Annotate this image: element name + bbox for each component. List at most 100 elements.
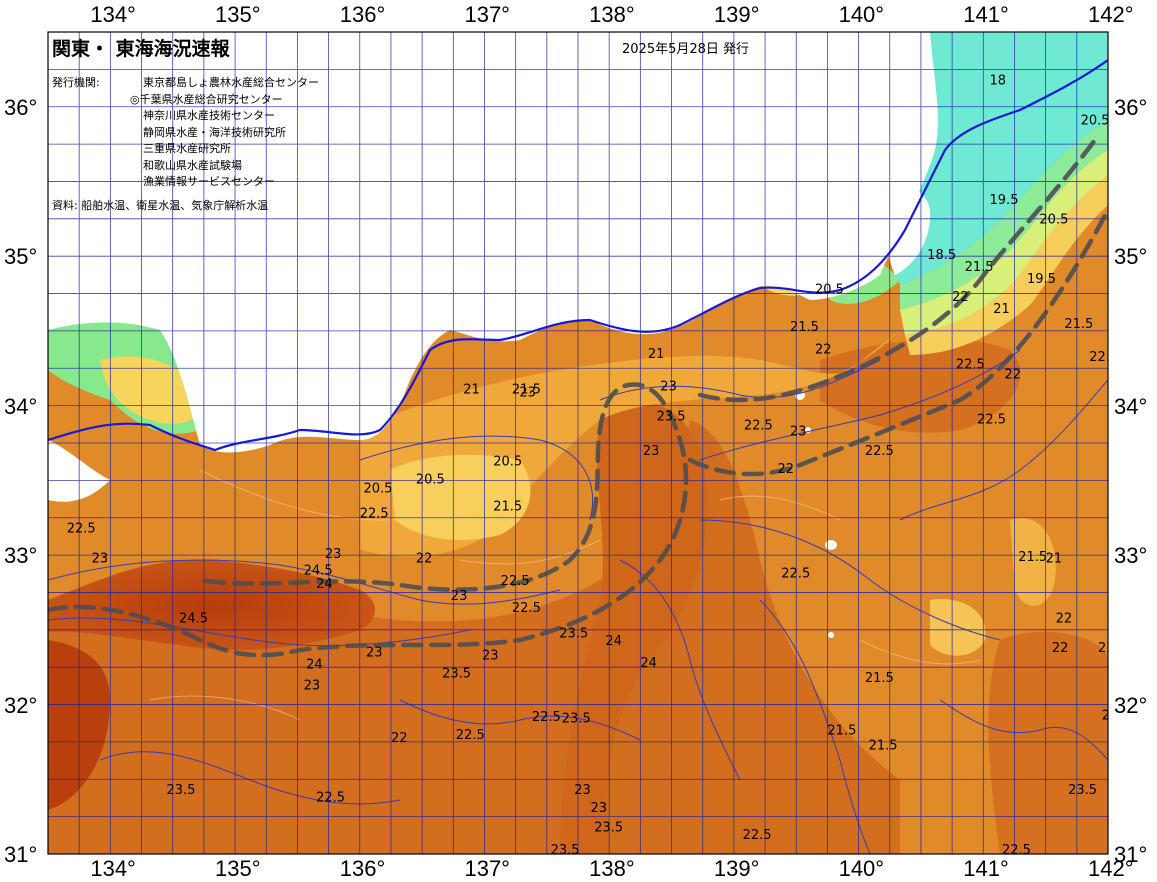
isotherm-label: 24.5 — [179, 611, 208, 626]
isotherm-label: 20.5 — [416, 472, 445, 487]
graticule — [48, 32, 1108, 854]
degree-label: 141° — [963, 2, 1009, 27]
isotherm-label: 23 — [325, 547, 342, 562]
agency-item: 和歌山県水産試験場 — [143, 158, 242, 172]
isotherm-label: 22.5 — [977, 413, 1006, 428]
isotherm-label: 24 — [306, 658, 323, 673]
isotherm-contours-fine — [149, 469, 981, 721]
isotherm-label: 22 — [416, 552, 433, 567]
agency-item: 三重県水産研究所 — [143, 142, 231, 155]
isotherm-label: 24 — [316, 577, 333, 592]
isotherm-label: 22.5 — [956, 357, 985, 372]
degree-label: 135° — [215, 2, 261, 27]
isotherm-label: 23 — [660, 380, 677, 395]
degree-label: 33° — [1114, 543, 1148, 569]
cold-water-band-2 — [900, 150, 1108, 335]
degree-label: 136° — [339, 856, 386, 881]
isotherm-label: 23.5 — [166, 873, 195, 882]
isotherm-labels: 21 21.5 23 21 23 23.5 23 22.5 23 22.5 22 20.5 20.5 20… — [67, 73, 1131, 882]
isotherm-label: 21.5 — [1018, 550, 1047, 565]
isotherm-label: 21.5 — [1064, 317, 1093, 332]
degree-label: 34° — [1114, 393, 1148, 419]
degree-label: 139° — [713, 2, 760, 27]
degree-label: 142° — [1088, 856, 1134, 881]
degree-label: 138° — [589, 2, 635, 27]
agency-item: 漁業情報サービスセンター — [143, 175, 275, 188]
cool-zone-east-strip — [1010, 518, 1056, 607]
degree-label: 138° — [589, 856, 635, 881]
isotherm-label: 22.5 — [316, 791, 345, 806]
degree-label: 33° — [4, 543, 38, 569]
degree-label: 134° — [90, 2, 136, 27]
isotherm-label: 22.5 — [743, 828, 772, 843]
isotherm-label: 23 — [574, 783, 591, 798]
agency-item: 東京都島しょ農林水産総合センター — [143, 76, 319, 89]
isotherm-label: 19.5 — [1027, 272, 1056, 287]
kuroshio-axis-south — [48, 382, 689, 658]
isotherm-label: 19.5 — [990, 193, 1019, 208]
degree-label: 135° — [215, 856, 261, 881]
isotherm-label: 23.5 — [559, 626, 588, 641]
isotherm-label: 21.5 — [865, 671, 894, 686]
degree-label: 136° — [339, 2, 386, 27]
degree-label: 31° — [4, 842, 38, 867]
isotherm-label: 22 — [1052, 641, 1069, 656]
agency-item: ◎千葉県水産総合研究センター — [130, 92, 283, 106]
isotherm-label: 22.5 — [781, 567, 810, 582]
isotherm-label: 23.5 — [551, 843, 580, 858]
isotherm-label: 21 — [993, 302, 1010, 317]
isotherm-label: 22.5 — [360, 507, 389, 522]
isotherm-label: 22.5 — [67, 522, 96, 537]
isotherm-label: 20.5 — [493, 454, 522, 469]
cool-zone-east-patch — [930, 599, 986, 656]
land-izu-island-3 — [825, 540, 837, 550]
isotherm-label: 23.5 — [657, 410, 686, 425]
cold-water-north — [893, 32, 1108, 285]
kuroshio-axis — [48, 137, 1108, 658]
agencies-label: 発行機関: — [52, 76, 100, 89]
isotherm-label: 22.5 — [456, 728, 485, 743]
isotherm-label: 20.5 — [1039, 212, 1068, 227]
isotherm-label: 22.5 — [501, 574, 530, 589]
isotherm-label: 23 — [643, 444, 660, 459]
isotherm-label: 23 — [451, 589, 468, 604]
isotherm-label: 23.5 — [442, 667, 471, 682]
isotherm-label: 23 — [590, 801, 607, 816]
isotherm-label: 18.5 — [927, 248, 956, 263]
degree-label: 36° — [1114, 94, 1148, 120]
isotherm-label: 21.5 — [869, 738, 898, 753]
agency-item: 神奈川県水産技術センター — [143, 109, 275, 122]
isotherm-label: 23 — [366, 646, 383, 661]
isotherm-label: 22.5 — [744, 419, 773, 434]
isotherm-label: 23.5 — [166, 783, 195, 798]
land-honshu — [48, 32, 938, 453]
isotherm-label: 21.5 — [827, 723, 856, 738]
degree-label: 137° — [464, 2, 510, 27]
degree-label: 134° — [90, 856, 136, 881]
warm-zone-center — [560, 403, 708, 854]
warm-zone-se — [988, 631, 1108, 854]
isotherm-label: 22 — [1004, 368, 1021, 383]
isotherm-label: 24 — [605, 634, 622, 649]
issue-date: 2025年5月28日 発行 — [622, 42, 750, 57]
degree-label: 142° — [1088, 2, 1134, 27]
isotherm-label: 22.5 — [1089, 350, 1118, 365]
isotherm-label: 22 — [1056, 611, 1073, 626]
degree-label: 35° — [4, 244, 38, 270]
cool-yellow-band — [905, 175, 1108, 355]
isotherm-label: 21.5 — [512, 383, 541, 398]
map-title: 関東・ 東海海況速報 — [52, 38, 230, 60]
isotherm-label: 23.5 — [594, 821, 623, 836]
degree-label: 137° — [464, 856, 510, 881]
isotherm-label: 20.5 — [1081, 114, 1110, 129]
isotherm-label: 23.5 — [1102, 708, 1131, 723]
map-frame — [47, 31, 1109, 855]
isotherm-label: 22 — [952, 290, 969, 305]
land-izu-island-4 — [828, 632, 834, 638]
isotherm-label: 21 — [648, 347, 665, 362]
isotherm-label: 22.5 — [865, 444, 894, 459]
isotherm-label: 21.5 — [493, 499, 522, 514]
kuroshio-axis-north — [697, 137, 1098, 403]
